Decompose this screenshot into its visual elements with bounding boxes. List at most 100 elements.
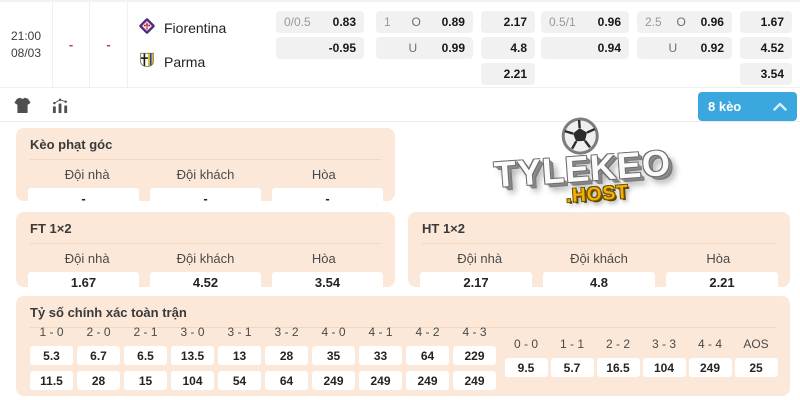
ou2-over-label: O <box>676 15 686 29</box>
away-team-row[interactable]: Parma <box>138 51 276 72</box>
home-team-name: Fiorentina <box>164 19 227 36</box>
ft-header-draw: Hòa <box>311 251 336 266</box>
parma-crest-icon <box>138 51 156 72</box>
hdp2-line: 0.5/1 <box>549 15 576 29</box>
correct-score-main-grid: 1 - 0 5.3 11.5 2 - 0 6.7 28 2 - 1 6.5 15… <box>28 324 498 390</box>
ou2-under-cell[interactable]: U 0.92 <box>637 37 732 59</box>
match-row: 21:00 08/03 - - Fiorentina <box>0 0 800 88</box>
x2g2-home-cell[interactable]: 1.67 <box>740 11 792 33</box>
ou1-over-cell[interactable]: 1 O 0.89 <box>376 11 473 33</box>
score-col-0-0: 0 - 0 9.5 <box>503 336 549 377</box>
ht-draw-odds: 2.21 <box>666 272 778 293</box>
correct-score-panel: Tỷ số chính xác toàn trận 1 - 0 5.3 11.5… <box>16 296 790 396</box>
ft-1x2-panel: FT 1×2 Đội nhà Đội khách Hòa 1.67 4.52 3… <box>16 212 395 293</box>
ht-panel-title: HT 1×2 <box>422 221 465 236</box>
x2g1-home-cell[interactable]: 2.17 <box>481 11 535 33</box>
score-col-4-1: 4 - 1 33 249 <box>357 324 404 390</box>
score-col-4-3: 4 - 3 229 249 <box>451 324 498 390</box>
hdp2-away-odds: 0.94 <box>597 41 621 55</box>
away-score: - <box>90 2 128 87</box>
tylekeo-watermark-logo: TYLEKEO .HOST <box>447 107 717 216</box>
ft-values: 1.67 4.52 3.54 <box>16 269 395 296</box>
ht-header-home: Đội nhà <box>457 251 503 266</box>
score-col-3-3: 3 - 3 104 <box>641 336 687 377</box>
watermark-tld-text: .HOST <box>565 181 630 208</box>
score-col-2-1: 2 - 1 6.5 15 <box>122 324 169 390</box>
ht-values: 2.17 4.8 2.21 <box>408 269 790 296</box>
correct-score-title: Tỷ số chính xác toàn trận <box>30 305 187 320</box>
score-col-1-0: 1 - 0 5.3 11.5 <box>28 324 75 390</box>
corner-header-home: Đội nhà <box>64 167 110 182</box>
odds-1x2-group2: 1.67 4.52 3.54 <box>740 11 792 87</box>
ou1-under-odds: 0.99 <box>441 41 465 55</box>
hdp1-home-odds-cell[interactable]: 0/0.5 0.83 <box>276 11 364 33</box>
watermark-brand-text: TYLEKEO <box>492 141 673 196</box>
x2g2-draw-cell[interactable]: 3.54 <box>740 63 792 85</box>
ft-header-away: Đội khách <box>176 251 235 266</box>
match-time-column: 21:00 08/03 <box>0 2 53 87</box>
teams-column: Fiorentina <box>128 2 276 87</box>
keo-count-label: 8 kèo <box>708 99 742 114</box>
ou1-over-label: O <box>411 15 421 29</box>
jersey-icon[interactable] <box>12 95 32 115</box>
score-col-2-2: 2 - 2 16.5 <box>595 336 641 377</box>
x2g1-away-cell[interactable]: 4.8 <box>481 37 535 59</box>
x2g1-draw-cell[interactable]: 2.21 <box>481 63 535 85</box>
match-date: 08/03 <box>10 46 42 60</box>
ft-panel-title: FT 1×2 <box>30 221 72 236</box>
match-time: 21:00 <box>10 29 42 43</box>
ou2-line: 2.5 <box>645 15 662 29</box>
odds-1x2-group1: 2.17 4.8 2.21 <box>481 11 535 87</box>
ft-header-home: Đội nhà <box>64 251 110 266</box>
hdp1-home-odds: 0.83 <box>332 15 356 29</box>
hdp2-home-odds-cell[interactable]: 0.5/1 0.96 <box>541 11 629 33</box>
ou2-over-cell[interactable]: 2.5 O 0.96 <box>637 11 732 33</box>
corner-home-value: - <box>28 188 139 209</box>
score-col-aos: AOS 25 <box>733 336 779 377</box>
odds-area: 0/0.5 0.83 -0.95 1 O 0.89 U 0.99 <box>276 2 800 87</box>
divider <box>30 243 381 244</box>
away-team-name: Parma <box>164 53 206 70</box>
ou2-under-odds: 0.92 <box>700 41 724 55</box>
odds-ou-group1: 1 O 0.89 U 0.99 <box>376 11 473 87</box>
ft-away-odds: 4.52 <box>150 272 261 293</box>
odds-ou-group2: 2.5 O 0.96 U 0.92 <box>637 11 732 87</box>
corner-headers: Đội nhà Đội khách Hòa <box>16 160 395 185</box>
divider <box>30 159 381 160</box>
ou1-under-cell[interactable]: U 0.99 <box>376 37 473 59</box>
corner-panel-title: Kèo phạt góc <box>30 137 113 152</box>
chevron-up-icon <box>773 102 787 111</box>
hdp2-away-odds-cell[interactable]: 0.94 <box>541 37 629 59</box>
score-col-3-2: 3 - 2 28 64 <box>263 324 310 390</box>
hdp1-away-odds-cell[interactable]: -0.95 <box>276 37 364 59</box>
odds-handicap-group2: 0.5/1 0.96 0.94 <box>541 11 629 87</box>
stats-chart-icon[interactable] <box>50 95 70 115</box>
score-col-3-0: 3 - 0 13.5 104 <box>169 324 216 390</box>
score-col-4-0: 4 - 0 35 249 <box>310 324 357 390</box>
ht-1x2-panel: HT 1×2 Đội nhà Đội khách Hòa 2.17 4.8 2.… <box>408 212 790 293</box>
score-col-3-1: 3 - 1 13 54 <box>216 324 263 390</box>
x2g2-away-cell[interactable]: 4.52 <box>740 37 792 59</box>
ou1-line: 1 <box>384 15 391 29</box>
hdp1-line: 0/0.5 <box>284 15 311 29</box>
score-col-4-2: 4 - 2 64 249 <box>404 324 451 390</box>
ht-headers: Đội nhà Đội khách Hòa <box>408 244 790 269</box>
ou2-over-odds: 0.96 <box>700 15 724 29</box>
score-col-4-4: 4 - 4 249 <box>687 336 733 377</box>
corner-header-away: Đội khách <box>176 167 235 182</box>
corner-values: - - - <box>16 185 395 212</box>
score-col-2-0: 2 - 0 6.7 28 <box>75 324 122 390</box>
home-team-row[interactable]: Fiorentina <box>138 17 276 38</box>
ft-draw-odds: 3.54 <box>272 272 383 293</box>
home-score: - <box>53 2 90 87</box>
ft-headers: Đội nhà Đội khách Hòa <box>16 244 395 269</box>
ht-header-draw: Hòa <box>706 251 731 266</box>
divider <box>30 327 776 328</box>
keo-count-button[interactable]: 8 kèo <box>698 92 797 121</box>
corner-away-value: - <box>150 188 261 209</box>
odds-handicap-group1: 0/0.5 0.83 -0.95 <box>276 11 364 87</box>
corner-header-draw: Hòa <box>311 167 336 182</box>
ou1-over-odds: 0.89 <box>441 15 465 29</box>
ht-away-odds: 4.8 <box>543 272 655 293</box>
